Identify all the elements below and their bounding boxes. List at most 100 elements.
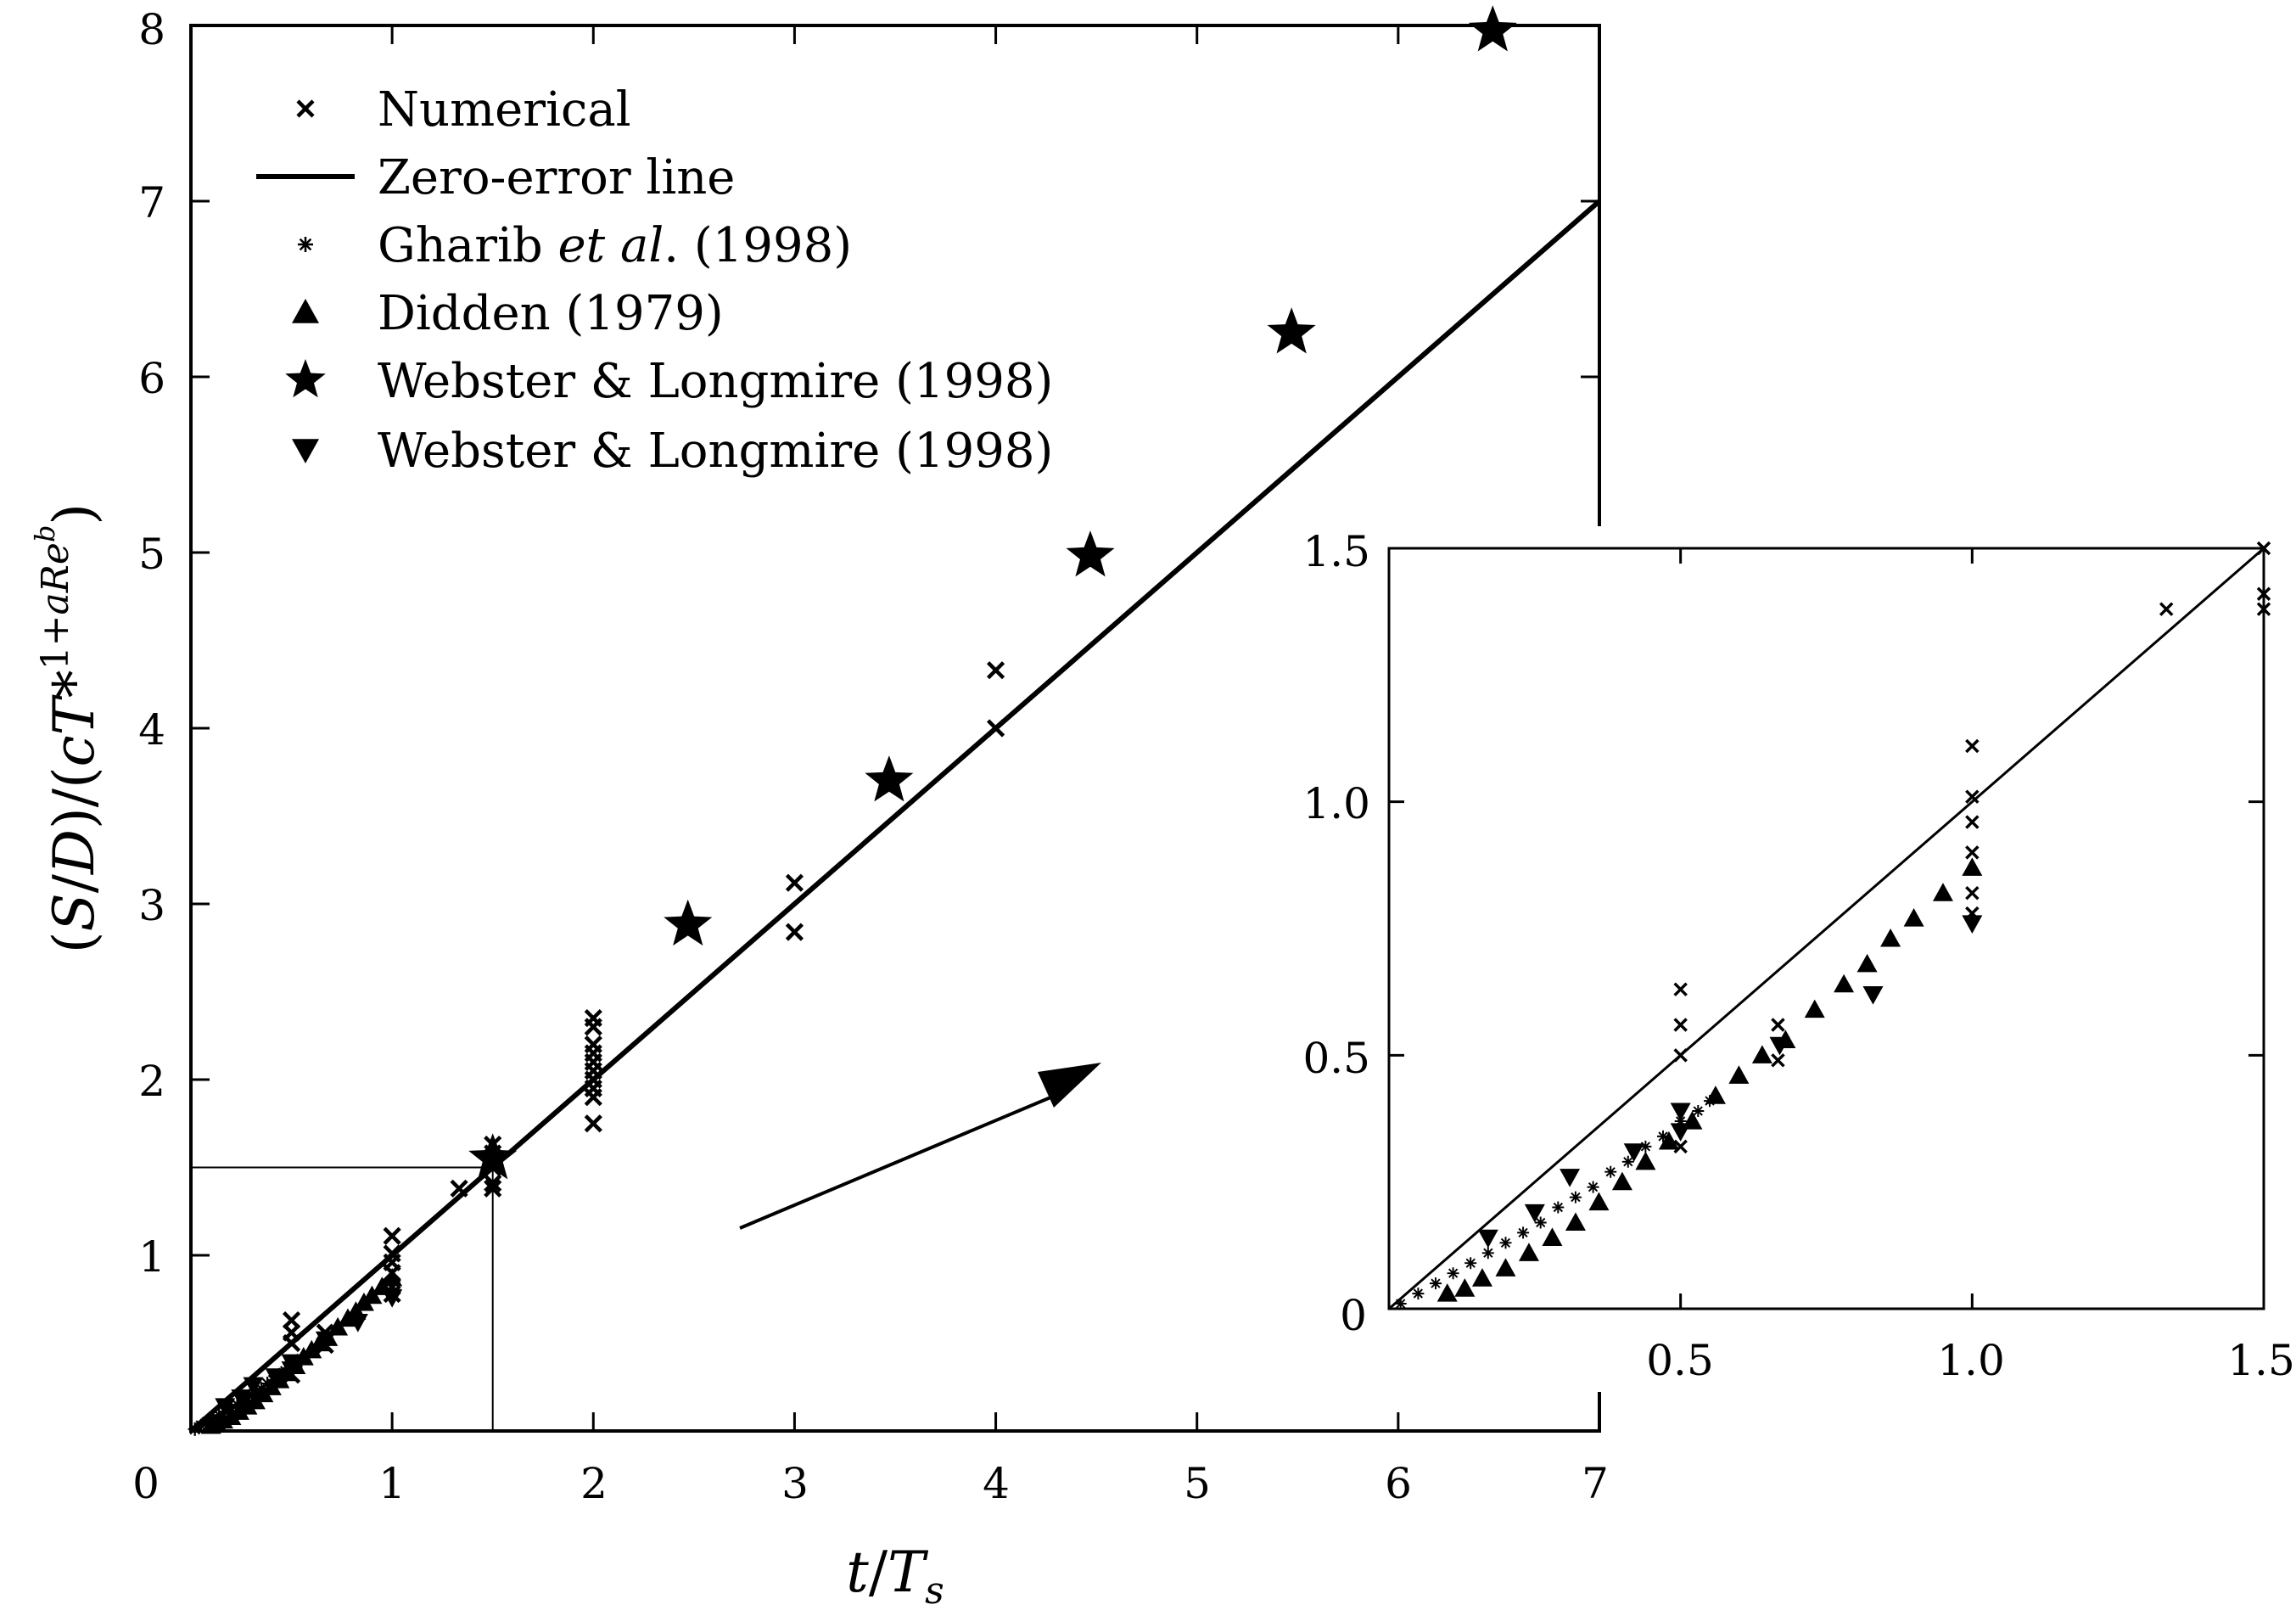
inset-point-triangle-up bbox=[1834, 974, 1855, 993]
x-tick-label-7: 7 bbox=[1582, 1459, 1609, 1508]
inset-point-triangle-down bbox=[1670, 1103, 1691, 1122]
inset-point-asterisk bbox=[1692, 1105, 1705, 1117]
inset-point-triangle-up bbox=[1542, 1227, 1563, 1246]
inset-point-triangle-up bbox=[1962, 857, 1983, 876]
inset-point-triangle-down bbox=[1623, 1143, 1644, 1162]
inset-series-asterisk bbox=[1394, 1095, 1716, 1310]
point-triangle-up bbox=[361, 1285, 383, 1305]
inset-series-x bbox=[1673, 541, 2271, 1154]
main-y-tick-labels: 1 2 3 4 5 6 7 8 bbox=[138, 5, 165, 1282]
x-tick-label-3: 3 bbox=[781, 1459, 809, 1508]
point-x bbox=[450, 1179, 468, 1198]
y-tick-label-2: 2 bbox=[138, 1057, 165, 1106]
inset-point-x bbox=[2256, 602, 2271, 616]
inset-x-tick-label-0.5: 0.5 bbox=[1646, 1336, 1714, 1385]
point-triangle-up bbox=[328, 1316, 349, 1336]
x-tick-label-origin: 0 bbox=[132, 1459, 160, 1508]
x-tick-label-4: 4 bbox=[983, 1459, 1010, 1508]
point-triangle-up bbox=[221, 1406, 242, 1426]
inset-point-triangle-down bbox=[1560, 1169, 1581, 1187]
inset-point-asterisk bbox=[1534, 1216, 1547, 1229]
point-x bbox=[986, 661, 1005, 680]
inset-point-triangle-up bbox=[1495, 1258, 1516, 1277]
inset-point-triangle-up bbox=[1932, 883, 1953, 901]
legend-label-zero-error-line: Zero-error line bbox=[378, 150, 735, 205]
y-tick-label-3: 3 bbox=[138, 881, 165, 930]
point-star bbox=[1066, 530, 1115, 577]
inset-point-x bbox=[1965, 845, 1980, 860]
legend-markers bbox=[256, 99, 355, 463]
inset-ticks bbox=[1389, 548, 2264, 1309]
inset-point-triangle-up bbox=[1705, 1086, 1726, 1104]
point-asterisk bbox=[212, 1408, 227, 1422]
inset-point-triangle-up bbox=[1518, 1243, 1539, 1261]
inset-point-triangle-up bbox=[1880, 928, 1901, 947]
inset-point-triangle-down bbox=[1670, 1123, 1691, 1142]
zoom-arrow-head bbox=[1038, 1063, 1101, 1108]
point-asterisk bbox=[206, 1411, 221, 1426]
inset-point-x bbox=[1673, 1048, 1688, 1063]
zero-error-line bbox=[189, 199, 1601, 1434]
y-tick-label-4: 4 bbox=[138, 705, 165, 755]
point-triangle-down bbox=[281, 1361, 302, 1380]
inset-point-asterisk bbox=[1499, 1237, 1512, 1249]
inset-point-asterisk bbox=[1447, 1267, 1459, 1280]
inset-point-triangle-down bbox=[1862, 986, 1884, 1005]
point-triangle-down bbox=[265, 1368, 286, 1387]
main-data-points bbox=[188, 5, 1517, 1436]
point-star bbox=[664, 899, 713, 946]
main-zoom-box bbox=[191, 1166, 494, 1431]
inset-point-x bbox=[1965, 815, 1980, 829]
inset-point-triangle-up bbox=[1611, 1171, 1632, 1191]
inset-point-triangle-up bbox=[1728, 1065, 1750, 1084]
inset-point-asterisk bbox=[1412, 1288, 1425, 1300]
inset-point-triangle-up bbox=[1588, 1192, 1610, 1211]
point-x bbox=[986, 719, 1005, 738]
inset-point-triangle-up bbox=[1565, 1212, 1586, 1232]
point-asterisk bbox=[188, 1422, 202, 1436]
inset-point-x bbox=[1965, 738, 1980, 754]
point-star bbox=[1468, 5, 1517, 52]
point-star bbox=[1267, 307, 1316, 354]
inset-point-asterisk bbox=[1430, 1277, 1442, 1290]
inset-point-x bbox=[1673, 1018, 1688, 1032]
legend-label-gharib: Gharib et al. (1998) bbox=[378, 218, 852, 273]
legend-label-webster-down: Webster & Longmire (1998) bbox=[378, 424, 1053, 479]
x-tick-label-6: 6 bbox=[1385, 1459, 1412, 1508]
point-x bbox=[383, 1226, 401, 1245]
legend-marker-triangle-down bbox=[292, 439, 319, 463]
point-triangle-up bbox=[228, 1401, 249, 1420]
inset-point-triangle-down bbox=[1524, 1204, 1545, 1223]
inset-point-x bbox=[1673, 1139, 1688, 1154]
legend-marker-asterisk bbox=[298, 237, 313, 252]
point-x bbox=[584, 1018, 602, 1036]
legend-marker-triangle-up bbox=[292, 299, 319, 323]
inset-zero-error-line-path bbox=[1388, 547, 2265, 1310]
inset-point-asterisk bbox=[1481, 1247, 1494, 1260]
inset-point-x bbox=[2159, 602, 2174, 616]
inset-point-triangle-up bbox=[1856, 953, 1878, 973]
series-triangle-down bbox=[215, 1289, 403, 1417]
inset-point-x bbox=[1965, 789, 1980, 804]
inset-point-x bbox=[1673, 982, 1688, 996]
inset-data-points bbox=[1394, 541, 2271, 1310]
inset-tick-labels: 0 0.5 1.0 1.5 0.5 1.0 1.5 bbox=[1302, 527, 2294, 1385]
x-tick-label-1: 1 bbox=[378, 1459, 406, 1508]
inset-point-triangle-down bbox=[1477, 1229, 1498, 1248]
point-x bbox=[785, 873, 804, 892]
legend-label-numerical: Numerical bbox=[378, 82, 631, 137]
inset-point-asterisk bbox=[1657, 1130, 1669, 1142]
point-x bbox=[484, 1174, 502, 1192]
y-tick-label-8: 8 bbox=[138, 5, 165, 54]
inset-point-x bbox=[2256, 586, 2271, 601]
zoom-arrow bbox=[739, 1063, 1101, 1230]
main-zero-error-line bbox=[189, 199, 1601, 1434]
x-tick-label-2: 2 bbox=[580, 1459, 608, 1508]
inset-point-triangle-down bbox=[1962, 915, 1983, 934]
inset-y-tick-label-0.5: 0.5 bbox=[1302, 1034, 1370, 1083]
inset-point-x bbox=[1771, 1053, 1785, 1068]
inset-point-triangle-up bbox=[1471, 1268, 1492, 1287]
legend-marker-x bbox=[296, 99, 315, 118]
inset-point-triangle-up bbox=[1436, 1283, 1458, 1302]
point-asterisk bbox=[260, 1377, 275, 1391]
